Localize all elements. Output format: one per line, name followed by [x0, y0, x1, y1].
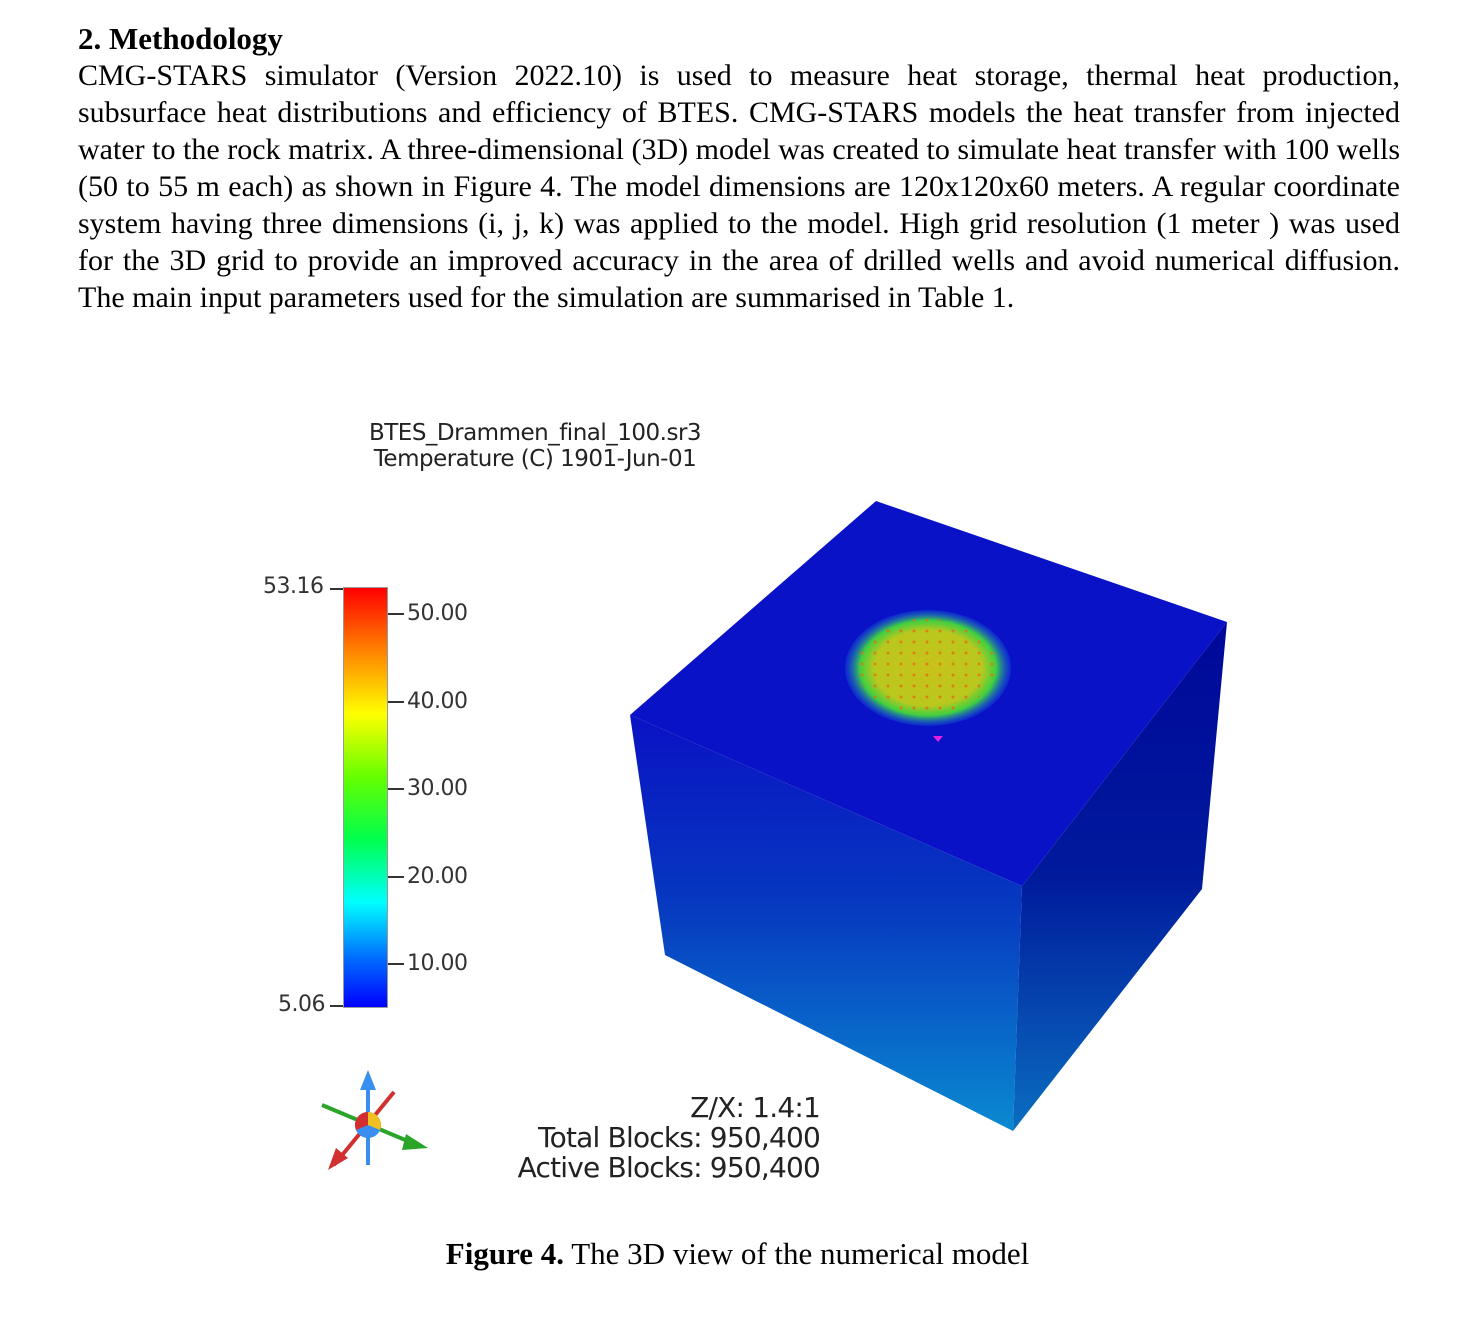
scale-tick-label-50: 50.00	[407, 601, 468, 626]
section-heading: 2. Methodology	[78, 21, 283, 56]
scale-tick-20	[388, 876, 404, 878]
property-line: Temperature (C) 1901-Jun-01	[373, 446, 697, 472]
methodology-paragraph: CMG-STARS simulator (Version 2022.10) is…	[78, 59, 1400, 314]
scale-tick-label-30: 30.00	[407, 776, 468, 801]
model-file-name: BTES_Drammen_final_100.sr3	[368, 420, 702, 446]
figure-caption: Figure 4. The 3D view of the numerical m…	[0, 1236, 1475, 1272]
temperature-color-scale	[343, 587, 388, 1008]
caption-text: The 3D view of the numerical model	[564, 1236, 1030, 1271]
cube-side-face	[1013, 622, 1227, 1131]
active-blocks: Active Blocks: 950,400	[517, 1151, 821, 1184]
scale-tick-50	[388, 613, 404, 615]
scale-tick-label-20: 20.00	[407, 864, 468, 889]
heat-plume	[845, 610, 1011, 726]
well-marker	[933, 736, 943, 742]
model-info: Z/X: 1.4:1 Total Blocks: 950,400 Active …	[500, 1091, 821, 1184]
scale-max-label: 53.16	[263, 574, 324, 599]
scale-min-label: 5.06	[278, 992, 325, 1017]
axis-triad	[321, 1070, 428, 1170]
scale-tick-30	[388, 788, 404, 790]
well-field-dots	[856, 619, 996, 713]
caption-label: Figure 4.	[445, 1236, 565, 1271]
figure-title: BTES_Drammen_final_100.sr3 Temperature (…	[320, 420, 750, 472]
cube-front-face	[630, 715, 1022, 1131]
scale-max-tick	[330, 588, 343, 590]
scale-tick-10	[388, 963, 404, 965]
total-blocks: Total Blocks: 950,400	[538, 1121, 821, 1154]
scale-tick-label-40: 40.00	[407, 689, 468, 714]
cube-top-face	[630, 501, 1227, 886]
scale-tick-label-10: 10.00	[407, 951, 468, 976]
scale-min-tick	[330, 1005, 343, 1007]
zx-ratio: Z/X: 1.4:1	[690, 1091, 821, 1124]
scale-tick-40	[388, 701, 404, 703]
